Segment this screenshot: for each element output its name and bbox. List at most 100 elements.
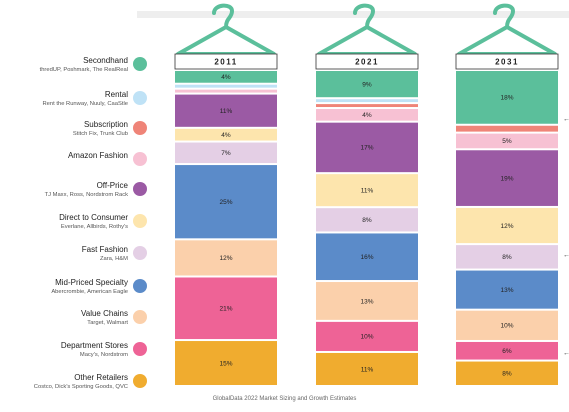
legend-name: Rental [104,90,128,99]
legend-item: Amazon Fashion [0,150,128,161]
legend-name: Subscription [83,120,128,129]
segment-2031-value-chains [456,310,558,340]
data-label: 12% [219,255,232,262]
bar-2021: 2021 9% 4% 17% 11% 8% 16% 13% 10% 11% [315,3,419,385]
year-label-2021: 2021 [355,58,379,67]
legend-examples: Costco, Dick's Sporting Goods, QVC [33,384,128,390]
segment-2011-rental [175,84,277,88]
legend-item: Department Stores Macy's, Nordstrom [0,340,128,360]
legend-name: Other Retailers [74,373,128,382]
segment-2031-off-price [456,150,558,206]
legend-item: Value Chains Target, Walmart [0,308,128,328]
legend-item: Direct to Consumer Everlane, Allbirds, Ro… [0,212,128,232]
legend-name: Direct to Consumer [59,213,128,222]
legend-swatch [133,91,147,105]
data-label: 4% [362,112,372,119]
data-label: 13% [500,287,513,294]
source-note: GlobalData 2022 Market Sizing and Growth… [212,396,357,402]
segment-2031-secondhand [456,71,558,124]
data-label: 13% [360,298,373,305]
segment-2011-direct-to-consumer [175,128,277,141]
legend-name: Value Chains [81,309,128,318]
legend-examples: Rent the Runway, Nuuly, CaaStle [42,101,129,107]
year-cap-2031 [455,53,559,70]
segment-2031-subscription [456,125,558,132]
segment-2021-mid-priced-specialty [316,233,418,281]
data-label: 18% [500,95,513,102]
arrow-icon: ← [563,252,569,259]
segment-2021-off-price [316,122,418,173]
data-label: 8% [362,217,372,224]
segment-2011-value-chains [175,240,277,276]
data-label: 10% [500,323,513,330]
data-label: 5% [502,138,512,145]
legend-examples: Abercrombie, American Eagle [51,289,128,295]
legend-item: Subscription Stitch Fix, Trunk Club [0,119,128,139]
data-label: 4% [221,74,231,81]
legend-swatch [133,374,147,388]
legend-swatch [133,182,147,196]
segment-2031-direct-to-consumer [456,207,558,244]
legend-name: Department Stores [60,341,128,350]
data-label: 9% [362,81,372,88]
legend-name: Amazon Fashion [67,151,128,160]
segment-2021-department-stores [316,321,418,351]
clothesline [137,11,569,18]
segment-2021-direct-to-consumer [316,174,418,207]
legend-item: Fast Fashion Zara, H&M [0,244,128,264]
legend-item: Mid-Priced Specialty Abercrombie, America… [0,277,128,297]
data-label: 11% [220,108,233,115]
legend-swatch [133,121,147,135]
segment-2031-other-retailers [456,361,558,385]
data-label: 7% [221,150,231,157]
segment-2021-other-retailers [316,352,418,385]
data-label: 11% [361,366,374,373]
hanger-2031 [457,3,557,56]
arrow-icon: ← [563,116,569,123]
arrow-icon: ← [563,350,569,357]
legend-item: Off-Price TJ Maxx, Ross, Nordstrom Rack [0,180,128,200]
year-label-2011: 2011 [214,58,237,67]
segment-2031-department-stores [456,341,558,360]
segment-2011-off-price [175,94,277,127]
legend-swatch [133,246,147,260]
segment-2011-amazon-fashion [175,89,277,93]
data-label: 12% [500,223,513,230]
data-label: 19% [500,175,513,182]
bar-2031: 2031 18% 5% 19% 12% 8% 13% 10% 6% 8% [455,3,559,385]
segment-2031-fast-fashion [456,245,558,269]
legend-swatch [133,279,147,293]
year-cap-2021 [315,53,419,70]
segment-2011-fast-fashion [175,142,277,164]
year-label-2031: 2031 [495,58,519,67]
legend-name: Mid-Priced Specialty [55,278,128,287]
hanger-2021 [317,3,417,56]
data-label: 21% [219,306,232,313]
legend-item: Other Retailers Costco, Dick's Sporting G… [0,372,128,392]
segment-2011-mid-priced-specialty [175,165,277,239]
segment-2011-secondhand [175,71,277,83]
legend-examples: TJ Maxx, Ross, Nordstrom Rack [44,192,128,198]
segment-2021-rental [316,99,418,103]
legend-swatch [133,342,147,356]
data-label: 6% [502,348,512,355]
segment-2031-amazon-fashion [456,133,558,149]
data-label: 25% [219,199,232,206]
legend-examples: Target, Walmart [87,320,128,326]
legend-swatch [133,57,147,71]
legend-examples: thredUP, Poshmark, The RealReal [39,67,128,73]
legend-name: Fast Fashion [81,245,128,254]
data-label: 11% [361,187,374,194]
data-label: 17% [360,145,373,152]
legend-item: Rental Rent the Runway, Nuuly, CaaStle [0,89,129,109]
legend-name: Secondhand [83,56,128,65]
legend-examples: Stitch Fix, Trunk Club [72,131,128,137]
legend-examples: Macy's, Nordstrom [79,352,128,358]
data-label: 16% [360,254,373,261]
legend-examples: Zara, H&M [99,256,128,262]
legend-item: Secondhand thredUP, Poshmark, The RealRea… [0,55,128,75]
segment-2021-subscription [316,104,418,108]
legend-swatch [133,214,147,228]
